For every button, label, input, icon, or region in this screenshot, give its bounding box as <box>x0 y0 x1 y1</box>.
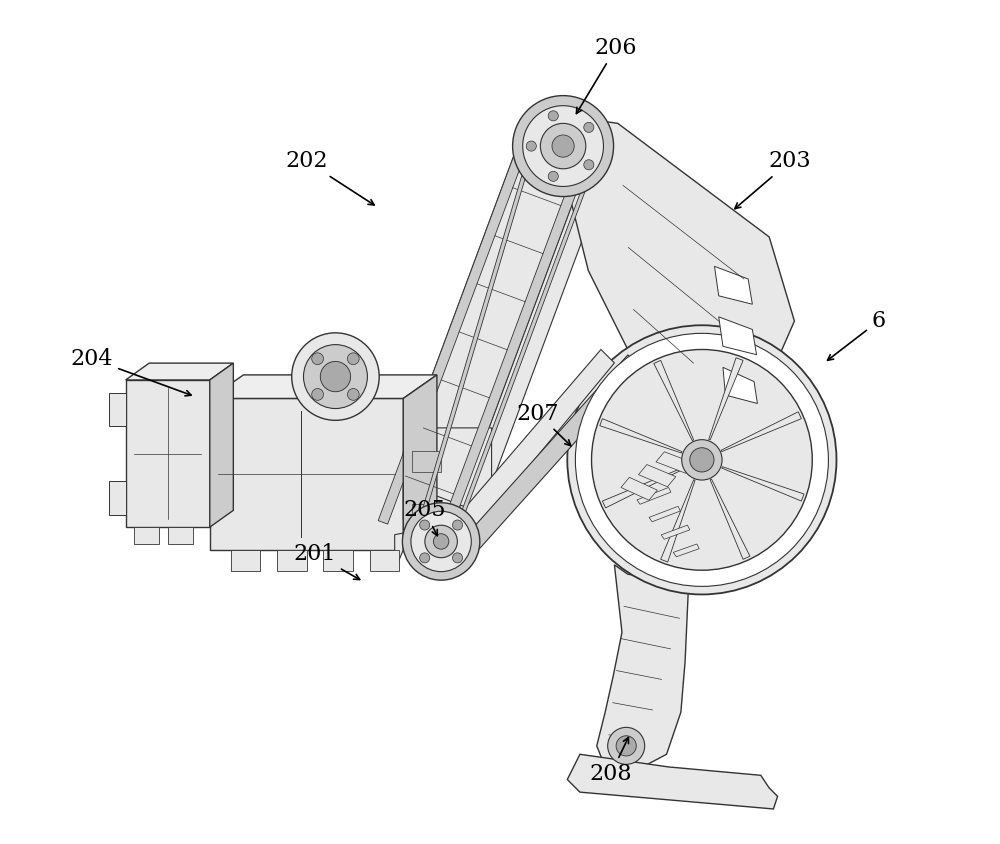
Polygon shape <box>323 549 353 571</box>
Circle shape <box>584 122 594 133</box>
Polygon shape <box>370 549 399 571</box>
Circle shape <box>608 728 645 765</box>
Circle shape <box>584 160 594 170</box>
Polygon shape <box>567 755 778 809</box>
Polygon shape <box>210 398 403 549</box>
Circle shape <box>411 511 471 571</box>
Circle shape <box>453 553 463 563</box>
Polygon shape <box>109 392 126 426</box>
Circle shape <box>548 171 558 181</box>
Text: 206: 206 <box>576 36 637 113</box>
Polygon shape <box>661 479 695 562</box>
Polygon shape <box>709 358 743 440</box>
Polygon shape <box>134 528 159 544</box>
Circle shape <box>433 533 449 549</box>
Polygon shape <box>455 171 593 530</box>
Polygon shape <box>723 367 757 403</box>
Circle shape <box>420 520 430 530</box>
Circle shape <box>682 440 722 480</box>
Polygon shape <box>403 375 437 549</box>
Polygon shape <box>399 143 609 552</box>
Circle shape <box>402 503 480 580</box>
Circle shape <box>526 141 536 151</box>
Polygon shape <box>126 380 210 528</box>
Polygon shape <box>378 136 588 545</box>
Polygon shape <box>436 158 588 545</box>
Circle shape <box>425 525 457 558</box>
Circle shape <box>567 325 836 594</box>
Bar <box>412 451 441 472</box>
Polygon shape <box>210 363 233 528</box>
Circle shape <box>347 353 359 365</box>
Circle shape <box>312 388 324 400</box>
Polygon shape <box>721 412 801 452</box>
Polygon shape <box>378 136 531 524</box>
Polygon shape <box>597 565 688 771</box>
Circle shape <box>320 361 351 392</box>
Polygon shape <box>602 468 683 508</box>
Polygon shape <box>621 478 657 500</box>
Polygon shape <box>638 464 676 487</box>
Polygon shape <box>637 488 671 504</box>
Polygon shape <box>464 354 641 557</box>
Polygon shape <box>277 549 307 571</box>
Circle shape <box>513 95 614 197</box>
Polygon shape <box>710 479 750 560</box>
Polygon shape <box>418 161 530 526</box>
Polygon shape <box>231 549 260 571</box>
Text: 201: 201 <box>294 543 360 580</box>
Circle shape <box>575 333 828 587</box>
Text: 203: 203 <box>735 150 812 208</box>
Text: 204: 204 <box>71 348 191 396</box>
Circle shape <box>347 388 359 400</box>
Circle shape <box>592 349 812 571</box>
Text: 202: 202 <box>285 150 374 205</box>
Circle shape <box>420 553 430 563</box>
Circle shape <box>552 135 574 157</box>
Polygon shape <box>715 267 752 304</box>
Polygon shape <box>656 452 694 473</box>
Circle shape <box>303 344 367 408</box>
Polygon shape <box>403 428 492 520</box>
Polygon shape <box>126 363 233 380</box>
Polygon shape <box>600 419 682 453</box>
Circle shape <box>453 520 463 530</box>
Circle shape <box>690 447 714 472</box>
Polygon shape <box>210 375 437 398</box>
Polygon shape <box>673 544 699 557</box>
Polygon shape <box>654 360 694 441</box>
Text: 6: 6 <box>828 310 886 360</box>
Polygon shape <box>649 506 680 522</box>
Circle shape <box>292 333 379 420</box>
Circle shape <box>540 123 586 169</box>
Circle shape <box>312 353 324 365</box>
Circle shape <box>523 106 603 187</box>
Circle shape <box>548 111 558 121</box>
Polygon shape <box>719 316 757 354</box>
Bar <box>412 504 441 525</box>
Polygon shape <box>168 528 193 544</box>
Polygon shape <box>722 467 804 501</box>
Polygon shape <box>559 115 794 422</box>
Polygon shape <box>395 527 437 571</box>
Polygon shape <box>109 481 126 515</box>
Text: 208: 208 <box>590 738 632 785</box>
Polygon shape <box>661 525 690 539</box>
Text: 207: 207 <box>517 403 571 446</box>
Text: 205: 205 <box>403 500 446 536</box>
Circle shape <box>616 736 636 756</box>
Polygon shape <box>453 349 614 549</box>
